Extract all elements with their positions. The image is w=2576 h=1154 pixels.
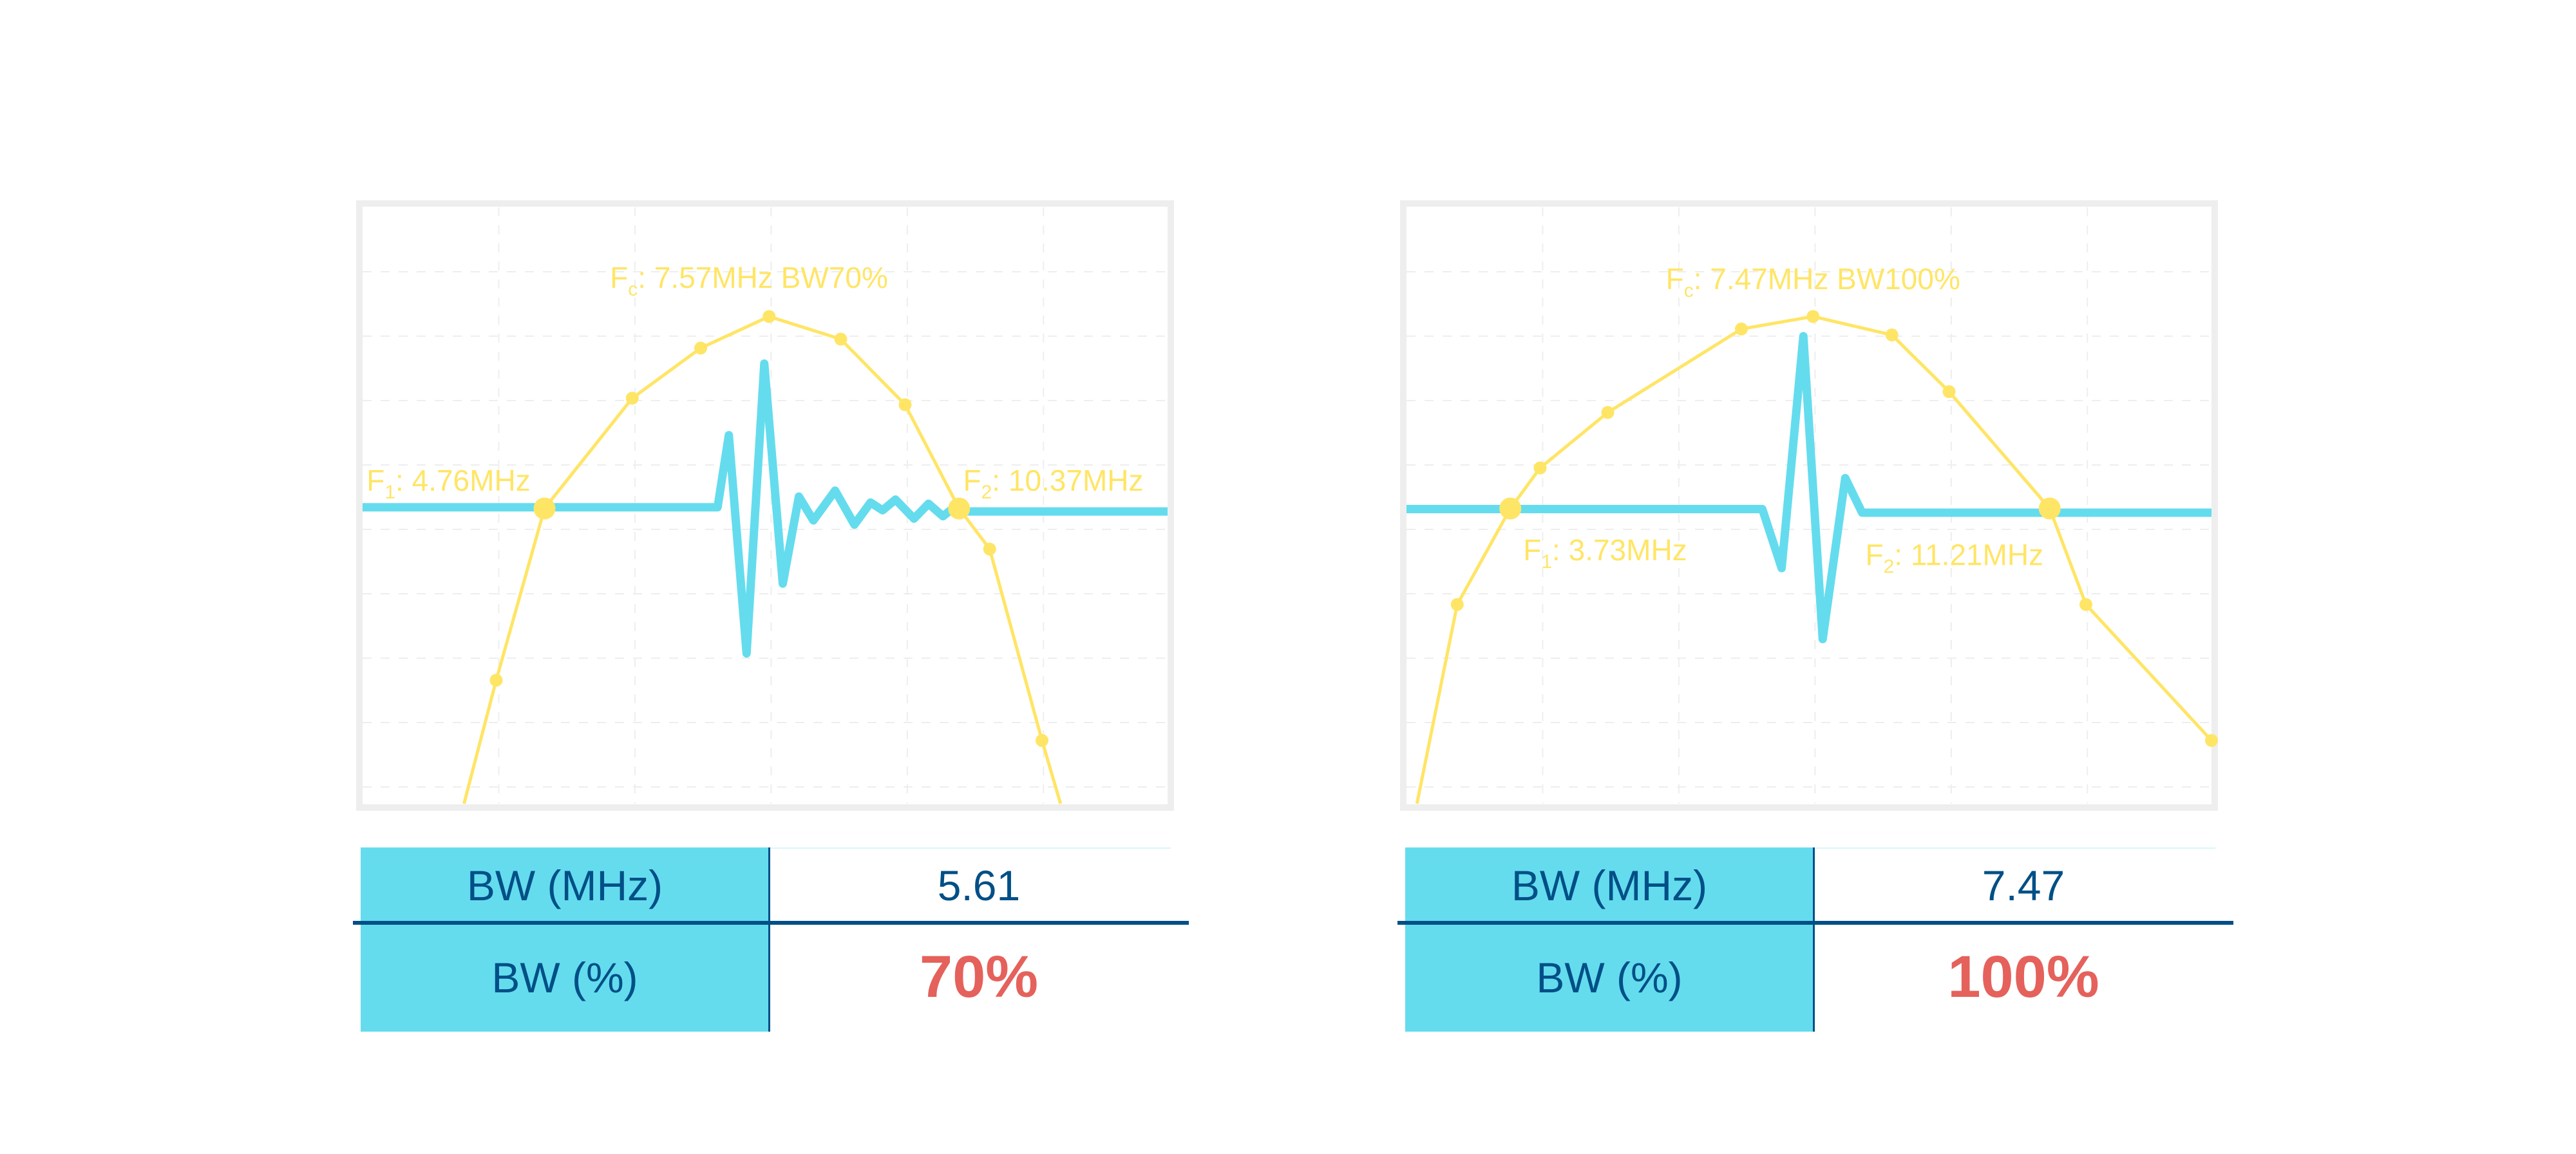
annotation-f1: F1: 4.76MHz: [366, 464, 530, 503]
row-divider: [353, 921, 1189, 925]
annotation-f2: F2: 10.37MHz: [963, 464, 1144, 503]
value-bw-mhz: 5.61: [937, 861, 1021, 909]
data-point-marker: [625, 392, 639, 405]
cutoff-point-marker: [948, 497, 971, 520]
column-divider: [768, 847, 770, 1032]
bandwidth-table-right: BW (MHz) 7.47 BW (%) 100%: [1397, 847, 2233, 1032]
data-point-marker: [1450, 598, 1464, 611]
chart-left: Fc: 7.57MHz BW70% F1: 4.76MHz F2: 10.37MHz: [356, 200, 1174, 811]
plot-frame: [356, 200, 1174, 811]
cutoff-point-marker: [533, 497, 556, 520]
data-point-marker: [1735, 322, 1748, 336]
frequency-response-line: [1415, 314, 2213, 804]
data-point-marker: [983, 542, 996, 556]
annotation-fc: Fc: 7.47MHz BW100%: [1666, 262, 1960, 301]
row-label-bw-percent: BW (%): [361, 923, 769, 1032]
chart-right: Fc: 7.47MHz BW100% F1: 3.73MHz F2: 11.21MH…: [1400, 200, 2218, 811]
annotation-f1: F1: 3.73MHz: [1523, 533, 1687, 572]
data-point-marker: [898, 398, 912, 411]
data-point-marker: [762, 310, 776, 323]
data-point-marker: [694, 341, 707, 355]
bandwidth-table-left: BW (MHz) 5.61 BW (%) 70%: [353, 847, 1189, 1032]
row-label-bw-mhz: BW (MHz): [1405, 847, 1814, 923]
column-divider: [1813, 847, 1815, 1032]
row-divider: [1397, 921, 2233, 925]
data-point-marker: [834, 332, 848, 346]
plot-frame: [1400, 200, 2218, 811]
pulse-waveform-line: [363, 359, 1168, 658]
cutoff-point-marker: [1499, 497, 1522, 520]
cutoff-point-marker: [2038, 497, 2061, 520]
row-label-bw-mhz: BW (MHz): [361, 847, 769, 923]
data-point-marker: [1533, 461, 1547, 475]
data-point-marker: [1942, 385, 1956, 399]
value-bw-percent: 100%: [1947, 944, 2099, 1010]
data-point-marker: [489, 674, 503, 687]
annotation-f2: F2: 11.21MHz: [1866, 538, 2044, 578]
data-point-marker: [2079, 598, 2092, 611]
value-bw-mhz: 7.47: [1982, 861, 2065, 909]
data-point-marker: [1885, 328, 1899, 342]
data-point-marker: [1806, 310, 1820, 323]
value-bw-percent: 70%: [919, 944, 1039, 1010]
data-point-marker: [1601, 406, 1615, 419]
data-point-marker: [1036, 733, 1048, 747]
row-label-bw-percent: BW (%): [1405, 923, 1814, 1032]
data-point-marker: [2205, 733, 2218, 747]
frequency-response-line: [462, 314, 1063, 804]
pulse-waveform-line: [1406, 332, 2211, 643]
annotation-fc: Fc: 7.57MHz BW70%: [610, 261, 888, 300]
